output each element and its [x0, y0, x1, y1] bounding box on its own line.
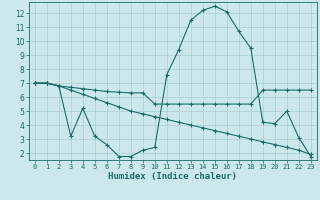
X-axis label: Humidex (Indice chaleur): Humidex (Indice chaleur) [108, 172, 237, 181]
